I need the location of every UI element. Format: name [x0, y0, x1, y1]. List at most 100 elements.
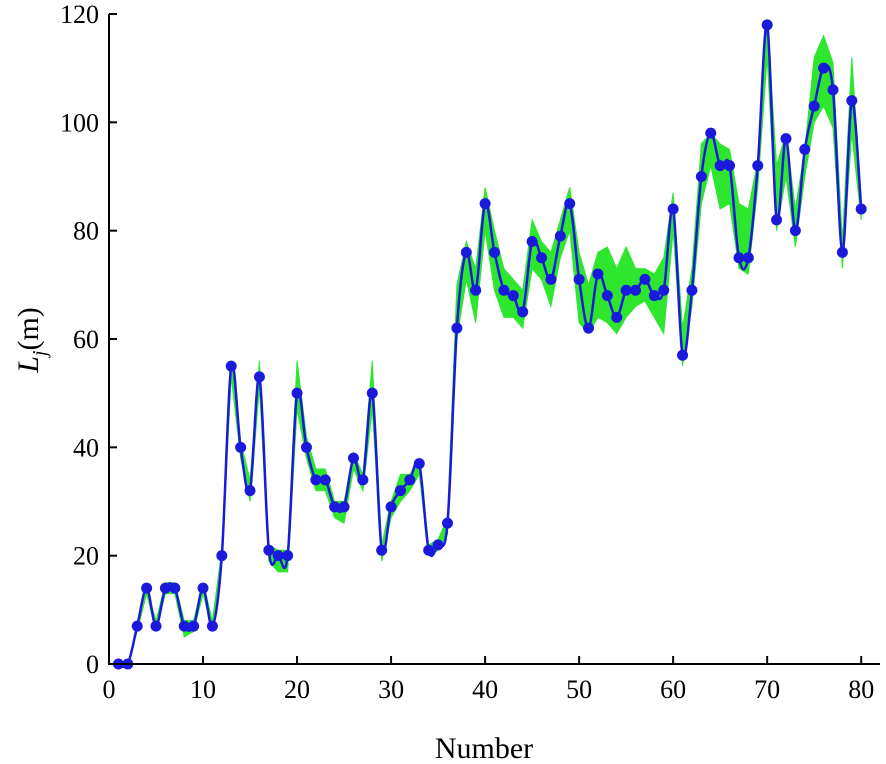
y-tick-label: 120 — [60, 0, 99, 29]
x-tick-label: 70 — [754, 675, 780, 704]
data-point — [855, 203, 867, 215]
data-point — [639, 273, 651, 285]
x-axis-label: Number — [435, 732, 533, 764]
data-point — [451, 322, 463, 334]
data-point — [282, 550, 294, 562]
data-point — [677, 349, 689, 361]
data-point — [413, 458, 425, 470]
data-point — [489, 246, 500, 258]
data-point — [705, 127, 717, 139]
data-point — [432, 539, 444, 551]
data-point — [169, 582, 181, 594]
data-point — [714, 160, 726, 172]
data-point — [404, 474, 416, 486]
x-tick-label: 80 — [848, 675, 874, 704]
data-point — [724, 160, 736, 172]
data-point — [188, 620, 200, 632]
tick-labels: 0 10 20 30 40 50 60 70 80 0 20 40 60 80 100 120 — [60, 0, 874, 704]
data-markers — [112, 19, 867, 670]
data-point — [771, 214, 783, 226]
data-point — [441, 517, 453, 529]
data-point — [554, 230, 566, 242]
data-point — [300, 441, 312, 453]
series-line-path — [117, 23, 863, 669]
data-point — [479, 198, 491, 210]
data-point — [658, 284, 670, 296]
data-point — [799, 143, 811, 155]
series-line — [117, 23, 863, 669]
data-point — [329, 501, 341, 513]
data-point — [319, 474, 331, 486]
x-tick-label: 20 — [284, 675, 310, 704]
data-point — [517, 306, 529, 318]
x-tick-label: 60 — [660, 675, 686, 704]
data-point — [611, 311, 623, 323]
data-point — [394, 485, 406, 497]
data-point — [460, 246, 472, 258]
data-point — [583, 322, 595, 334]
data-point — [827, 84, 839, 96]
data-point — [630, 284, 642, 296]
data-point — [263, 544, 275, 556]
band-area — [118, 19, 862, 665]
data-point — [159, 582, 171, 594]
y-tick-label: 80 — [73, 217, 99, 246]
data-point — [620, 284, 632, 296]
data-point — [291, 387, 303, 399]
data-point — [338, 501, 350, 513]
y-tick-label: 60 — [73, 325, 99, 354]
data-point — [686, 284, 698, 296]
data-point — [592, 268, 604, 280]
data-point — [131, 620, 143, 632]
y-axis-label-sub: j — [29, 350, 51, 359]
data-point — [470, 284, 482, 296]
axes — [108, 13, 880, 665]
data-point — [808, 100, 820, 112]
data-point — [150, 620, 162, 632]
data-point — [253, 371, 265, 383]
y-axis-label: Lj(m) — [12, 307, 51, 374]
data-point — [310, 474, 322, 486]
confidence-band — [118, 19, 862, 665]
data-point — [536, 252, 548, 264]
y-axis-label-unit: (m) — [12, 307, 45, 350]
x-tick-label: 40 — [472, 675, 498, 704]
data-point — [498, 284, 510, 296]
data-point — [601, 290, 613, 302]
data-point — [423, 544, 435, 556]
x-tick-label: 30 — [378, 675, 404, 704]
data-point — [178, 620, 190, 632]
x-tick-label: 50 — [566, 675, 592, 704]
data-point — [667, 203, 679, 215]
data-point — [141, 582, 153, 594]
data-point — [780, 133, 792, 145]
y-axis-label-main: L — [12, 356, 45, 374]
data-point — [197, 582, 209, 594]
x-tick-label: 10 — [190, 675, 216, 704]
data-point — [225, 360, 237, 372]
data-point — [564, 198, 576, 210]
y-tick-label: 0 — [86, 650, 99, 679]
data-point — [695, 171, 707, 182]
y-tick-label: 20 — [73, 542, 99, 571]
data-point — [846, 95, 858, 107]
data-point — [648, 290, 660, 302]
x-tick-label: 0 — [103, 675, 116, 704]
data-point — [235, 441, 247, 453]
y-tick-label: 40 — [73, 433, 99, 462]
data-point — [507, 290, 519, 302]
data-point — [216, 550, 228, 562]
data-point — [206, 620, 218, 632]
data-point — [244, 485, 256, 497]
data-point — [526, 236, 538, 247]
data-point — [385, 501, 397, 513]
data-point — [357, 474, 369, 486]
data-point — [347, 452, 359, 464]
data-point — [366, 387, 378, 399]
data-point — [752, 160, 764, 172]
data-point — [818, 62, 830, 74]
data-point — [545, 273, 557, 285]
data-point — [742, 252, 754, 264]
data-point — [272, 550, 284, 562]
